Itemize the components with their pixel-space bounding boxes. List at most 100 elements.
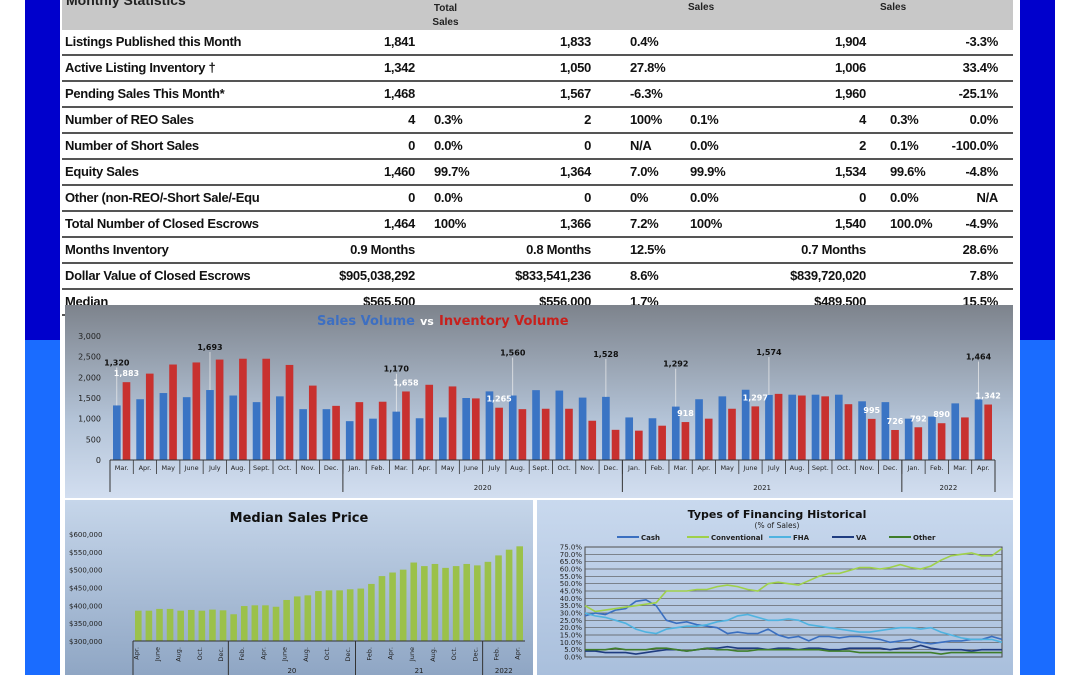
y-tick-label: $300,000 (69, 638, 102, 646)
cell: -4.9% (965, 216, 999, 231)
inventory-bar (495, 407, 503, 460)
cell: -100.0% (951, 138, 999, 153)
data-label: 890 (933, 410, 950, 419)
x-tick-label: Aug. (429, 647, 437, 662)
median-price-bar (484, 561, 492, 641)
median-price-bar (177, 610, 184, 641)
y-tick-label: 20.0% (560, 624, 583, 632)
row-label: Pending Sales This Month* (65, 86, 225, 101)
table-row: Number of Short Sales 0 0.0% 0 N/A 0.0% 2 0.1% -… (62, 134, 1013, 160)
sales-bar (974, 399, 983, 460)
inventory-bar (658, 425, 666, 460)
inventory-bar (239, 358, 247, 460)
x-tick-label: Oct. (557, 464, 570, 472)
table-row: Other (non-REO/-Short Sale/-Equ 0 0.0% 0 0% 0… (62, 186, 1013, 212)
cell: 99.9% (690, 164, 726, 179)
x-tick-label: Nov. (580, 464, 594, 472)
sales-bar (602, 396, 610, 460)
cell: 0.1% (890, 138, 919, 153)
cell: 0.0% (690, 138, 719, 153)
median-price-bar (219, 610, 227, 641)
sales-bar (578, 397, 587, 460)
data-label: 1,883 (114, 369, 139, 378)
sales-bar (485, 391, 494, 460)
sales-bar (462, 398, 470, 460)
x-tick-label: June (463, 464, 478, 472)
x-tick-label: Aug. (175, 647, 183, 662)
x-tick-label: Aug. (790, 464, 805, 472)
cell: 0.0% (690, 190, 719, 205)
x-tick-label: May (161, 464, 175, 472)
x-tick-label: June (153, 647, 161, 662)
row-label: Equity Sales (65, 164, 139, 179)
year-label: 21 (415, 667, 424, 675)
x-tick-label: Oct. (450, 647, 458, 660)
inventory-bar (402, 391, 410, 460)
sales-bar (834, 394, 843, 460)
row-label: Listings Published this Month (65, 34, 242, 49)
sales-bar (345, 421, 354, 460)
cell: 0 (584, 190, 591, 205)
cell: 1,366 (559, 216, 591, 231)
sales-bar (113, 405, 121, 460)
median-price-bar (516, 546, 523, 641)
cell: 100% (630, 112, 663, 127)
median-price-bar (357, 588, 365, 641)
data-label: 1,693 (197, 343, 222, 352)
y-tick-label: 3,000 (78, 332, 101, 341)
sales-bar (322, 409, 331, 460)
y-tick-label: 40.0% (560, 595, 583, 603)
inventory-bar (751, 406, 760, 460)
y-tick-label: 45.0% (560, 588, 583, 596)
cell: 1,342 (383, 60, 415, 75)
x-tick-label: Apr. (977, 464, 990, 472)
chart-title: Median Sales Price (230, 511, 369, 526)
median-price-bar (505, 549, 513, 641)
x-tick-label: Jan. (347, 464, 360, 472)
y-tick-label: 0.0% (564, 654, 582, 662)
chart-title: Types of Financing Historical (688, 508, 867, 521)
x-tick-label: Apr. (698, 464, 711, 472)
header-total-sales: Total Sales (432, 3, 459, 28)
y-tick-label: 5.0% (564, 646, 582, 654)
sales-bar (392, 411, 401, 460)
median-price-bar (495, 555, 502, 641)
median-price-bar (474, 565, 481, 641)
inventory-bar (891, 429, 899, 460)
median-price-bar (198, 610, 206, 641)
x-tick-label: Oct. (278, 464, 291, 472)
cell: 1,006 (834, 60, 866, 75)
legend-label: Other (913, 534, 936, 542)
median-price-bar (251, 605, 259, 641)
y-tick-label: 2,000 (78, 373, 101, 382)
x-tick-label: Feb. (371, 464, 385, 472)
sales-bar (276, 396, 284, 460)
cell: 4 (408, 112, 415, 127)
x-tick-label: Feb. (365, 647, 373, 661)
y-tick-label: 35.0% (560, 602, 583, 610)
median-price-bar (421, 566, 428, 641)
x-tick-label: Feb. (493, 647, 501, 661)
median-price-bar (452, 566, 460, 641)
sales-bar (415, 418, 424, 460)
cell: 0.0% (890, 190, 919, 205)
cell: 100% (690, 216, 723, 231)
sales-bar (159, 393, 168, 460)
data-label: 1,170 (384, 365, 410, 374)
cell: 1,534 (834, 164, 866, 179)
chart-title-inventory: Inventory Volume (439, 314, 569, 329)
sales-bar (229, 395, 238, 460)
y-tick-label: $500,000 (69, 567, 102, 575)
cell: 100% (434, 216, 467, 231)
chart-title-sales: Sales Volume (317, 314, 415, 329)
x-tick-label: Feb. (651, 464, 665, 472)
sales-bar (928, 416, 936, 460)
financing-line-other (585, 647, 1002, 655)
cell: 1,833 (559, 34, 591, 49)
row-label: Dollar Value of Closed Escrows (65, 268, 251, 283)
inventory-bar (518, 409, 527, 460)
x-tick-label: Jan. (627, 464, 640, 472)
inventory-bar (774, 393, 783, 460)
year-label: 2020 (474, 484, 492, 492)
inventory-bar (145, 373, 154, 460)
